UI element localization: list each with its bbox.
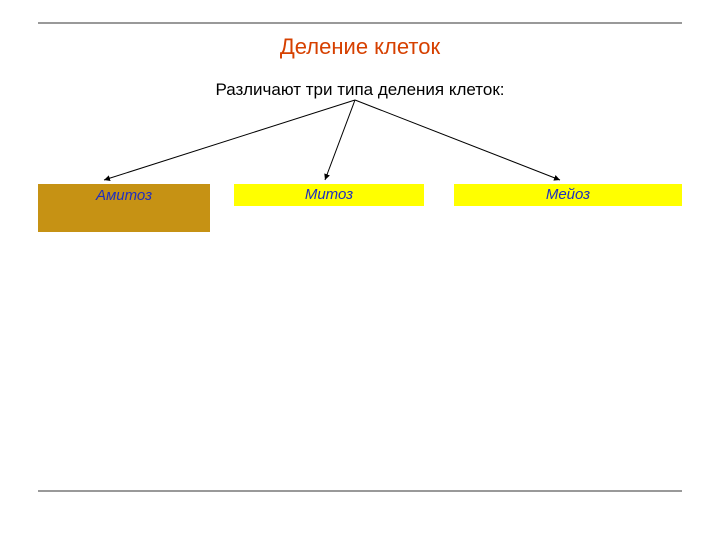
branch-arrows bbox=[0, 0, 720, 540]
bottom-rule bbox=[38, 490, 682, 492]
arrow-to-amitosis bbox=[104, 100, 355, 180]
arrow-to-mitosis bbox=[325, 100, 355, 180]
node-meiosis: Мейоз bbox=[454, 184, 682, 206]
node-amitosis: Амитоз bbox=[38, 184, 210, 232]
node-label-mitosis: Митоз bbox=[305, 186, 353, 203]
arrow-to-meiosis bbox=[355, 100, 560, 180]
node-label-meiosis: Мейоз bbox=[546, 186, 590, 203]
slide: Деление клеток Различают три типа делени… bbox=[0, 0, 720, 540]
node-mitosis: Митоз bbox=[234, 184, 424, 206]
node-label-amitosis: Амитоз bbox=[96, 187, 152, 204]
